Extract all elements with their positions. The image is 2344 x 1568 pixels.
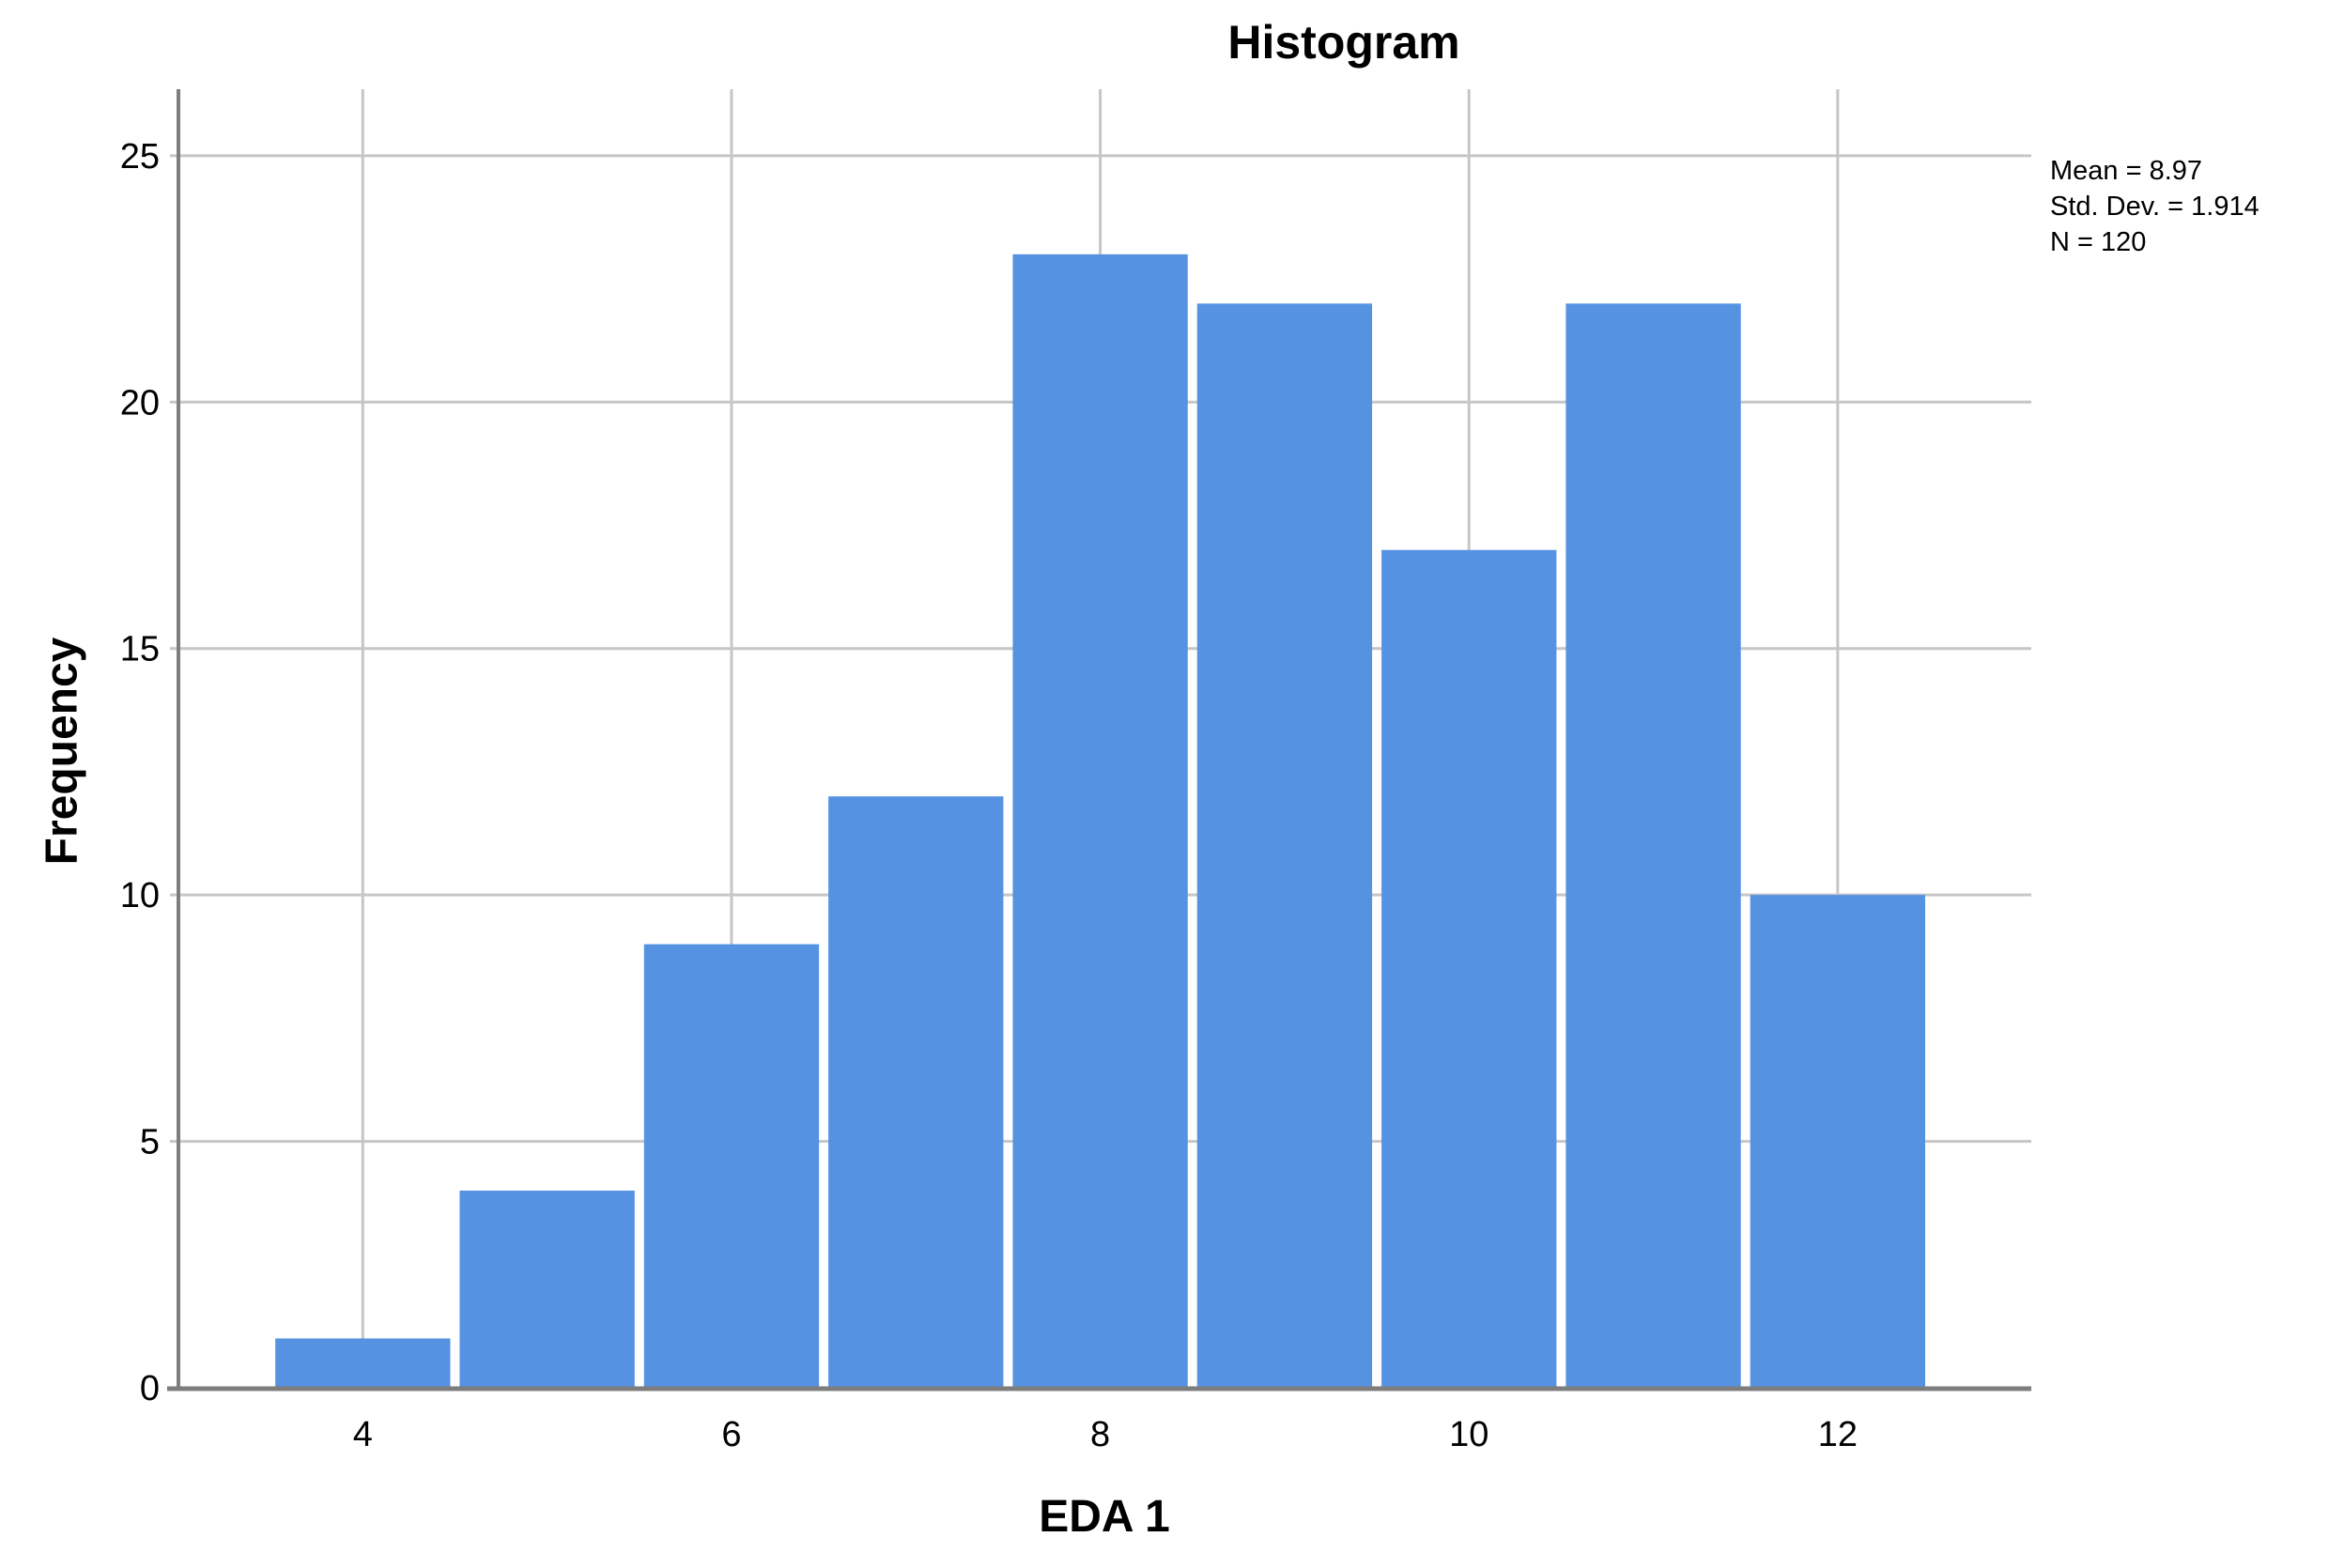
x-axis-title: EDA 1	[1039, 1492, 1170, 1542]
stats-annotation: Mean = 8.97 Std. Dev. = 1.914 N = 120	[2050, 153, 2259, 260]
histogram-bar	[459, 1191, 635, 1388]
y-tick-label: 20	[120, 383, 160, 423]
y-tick-label: 5	[140, 1123, 160, 1162]
y-tick-label: 15	[120, 630, 160, 669]
chart-title: Histogram	[1227, 16, 1460, 69]
histogram-bar	[275, 1338, 451, 1388]
histogram-bar	[1381, 549, 1557, 1388]
x-tick-label: 8	[1090, 1415, 1110, 1454]
stat-n: N = 120	[2050, 227, 2147, 257]
stat-mean: Mean = 8.97	[2050, 156, 2203, 186]
x-tick-label: 6	[721, 1415, 741, 1454]
y-tick-label: 10	[120, 876, 160, 915]
y-tick-label: 25	[120, 137, 160, 177]
x-tick-label: 10	[1449, 1415, 1488, 1454]
x-tick-label: 4	[353, 1415, 373, 1454]
stat-std-dev: Std. Dev. = 1.914	[2050, 192, 2259, 222]
histogram-bar	[1565, 303, 1741, 1388]
y-tick-label: 0	[140, 1369, 160, 1408]
histogram-bar	[828, 796, 1004, 1388]
histogram-bar	[1750, 895, 1926, 1388]
x-tick-label: 12	[1818, 1415, 1858, 1454]
histogram-bar	[643, 944, 820, 1388]
histogram-bar	[1012, 254, 1188, 1388]
histogram-bar	[1196, 303, 1373, 1388]
